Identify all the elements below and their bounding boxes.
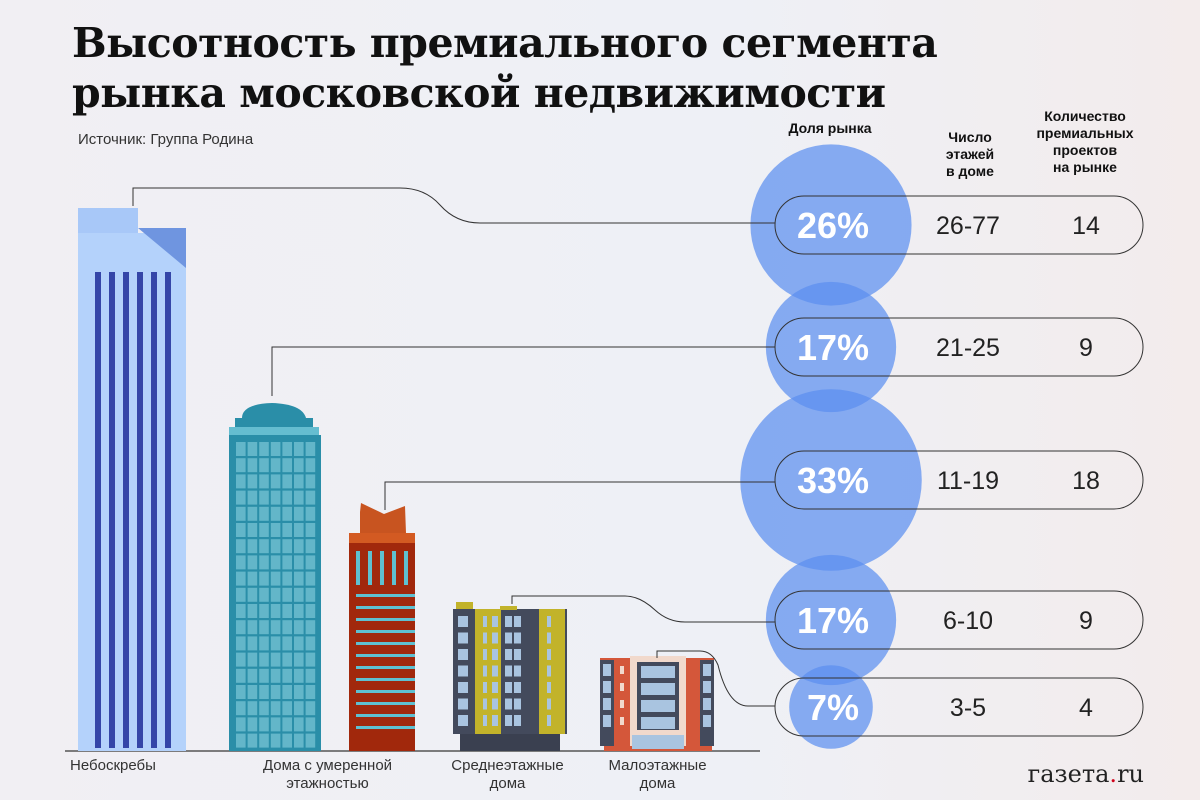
header-projects-line: проектов [1052, 142, 1118, 158]
floors-value: 11-19 [937, 467, 999, 495]
connector-moderate [271, 346, 775, 396]
header-projects-line: на рынке [1053, 159, 1117, 175]
connector-low-rise [656, 650, 775, 707]
share-bubble [765, 554, 897, 686]
title-line-1: Высотность премиального сегмента [72, 19, 938, 67]
logo-text: газета [1027, 760, 1110, 788]
table-row-outline [774, 195, 1144, 255]
category-label-low-rise: Малоэтажные дома [595, 757, 720, 793]
share-bubble [740, 389, 922, 571]
share-label: 26% [797, 205, 869, 246]
projects-value: 14 [1072, 212, 1100, 240]
data-rows: 26% 26-77 14 17% 21-25 9 33% 11-19 18 17% 6-10 9 7% 3… [774, 195, 1144, 737]
connector-mid-level [511, 595, 775, 623]
share-label: 17% [797, 327, 869, 368]
floors-value: 3-5 [950, 694, 986, 722]
connector-skyscrapers [132, 187, 775, 224]
market-share-bubbles [740, 144, 922, 749]
mid-level-building-illustration [453, 602, 567, 751]
floors-value: 21-25 [936, 334, 1000, 362]
share-bubble [750, 144, 912, 306]
red-tower-illustration [349, 503, 415, 751]
label-line: дома [639, 775, 676, 792]
page-title: Высотность премиального сегмента рынка м… [72, 18, 938, 118]
header-floors-line: Число [948, 129, 992, 145]
header-floors: Число этажей в доме [920, 129, 1020, 180]
header-share: Доля рынка [788, 120, 872, 136]
table-row-outline [774, 590, 1144, 650]
connector-lines [132, 187, 775, 707]
logo-dot: . [1109, 760, 1118, 788]
moderate-height-building-illustration [229, 403, 321, 751]
projects-value: 9 [1079, 607, 1093, 635]
label-line: Малоэтажные [608, 757, 707, 774]
projects-value: 4 [1079, 694, 1093, 722]
floors-value: 26-77 [936, 212, 1000, 240]
share-bubble [765, 281, 897, 413]
projects-value: 18 [1072, 467, 1100, 495]
label-line: Дома с умеренной [262, 757, 393, 774]
header-floors-line: в доме [946, 163, 994, 179]
label-line: Среднеэтажные [451, 757, 564, 774]
category-label-mid-level: Среднеэтажные дома [440, 757, 575, 793]
source-note: Источник: Группа Родина [78, 131, 254, 148]
category-label-skyscrapers: Небоскребы [70, 757, 190, 775]
category-label-moderate: Дома с умеренной этажностью [240, 757, 415, 793]
header-projects-line: премиальных [1036, 125, 1134, 141]
header-projects: Количество премиальных проектов на рынке [1020, 108, 1150, 176]
floors-value: 6-10 [943, 607, 993, 635]
label-line: этажностью [286, 775, 369, 792]
share-bubble [789, 665, 873, 749]
label-line: Небоскребы [70, 757, 156, 774]
gazeta-logo[interactable]: газета.ru [1028, 760, 1144, 788]
projects-value: 9 [1079, 334, 1093, 362]
share-label: 17% [797, 600, 869, 641]
header-floors-line: этажей [945, 146, 995, 162]
share-label: 7% [807, 687, 859, 728]
table-row-outline [774, 450, 1144, 510]
skyscraper-illustration [78, 208, 186, 751]
share-label: 33% [797, 460, 869, 501]
connector-red-tower [384, 481, 775, 510]
table-row-outline [774, 677, 1144, 737]
title-line-2: рынка московской недвижимости [72, 69, 886, 117]
label-line: дома [489, 775, 526, 792]
header-projects-line: Количество [1044, 108, 1126, 124]
logo-tld: ru [1117, 760, 1144, 788]
low-rise-building-illustration [600, 656, 714, 751]
